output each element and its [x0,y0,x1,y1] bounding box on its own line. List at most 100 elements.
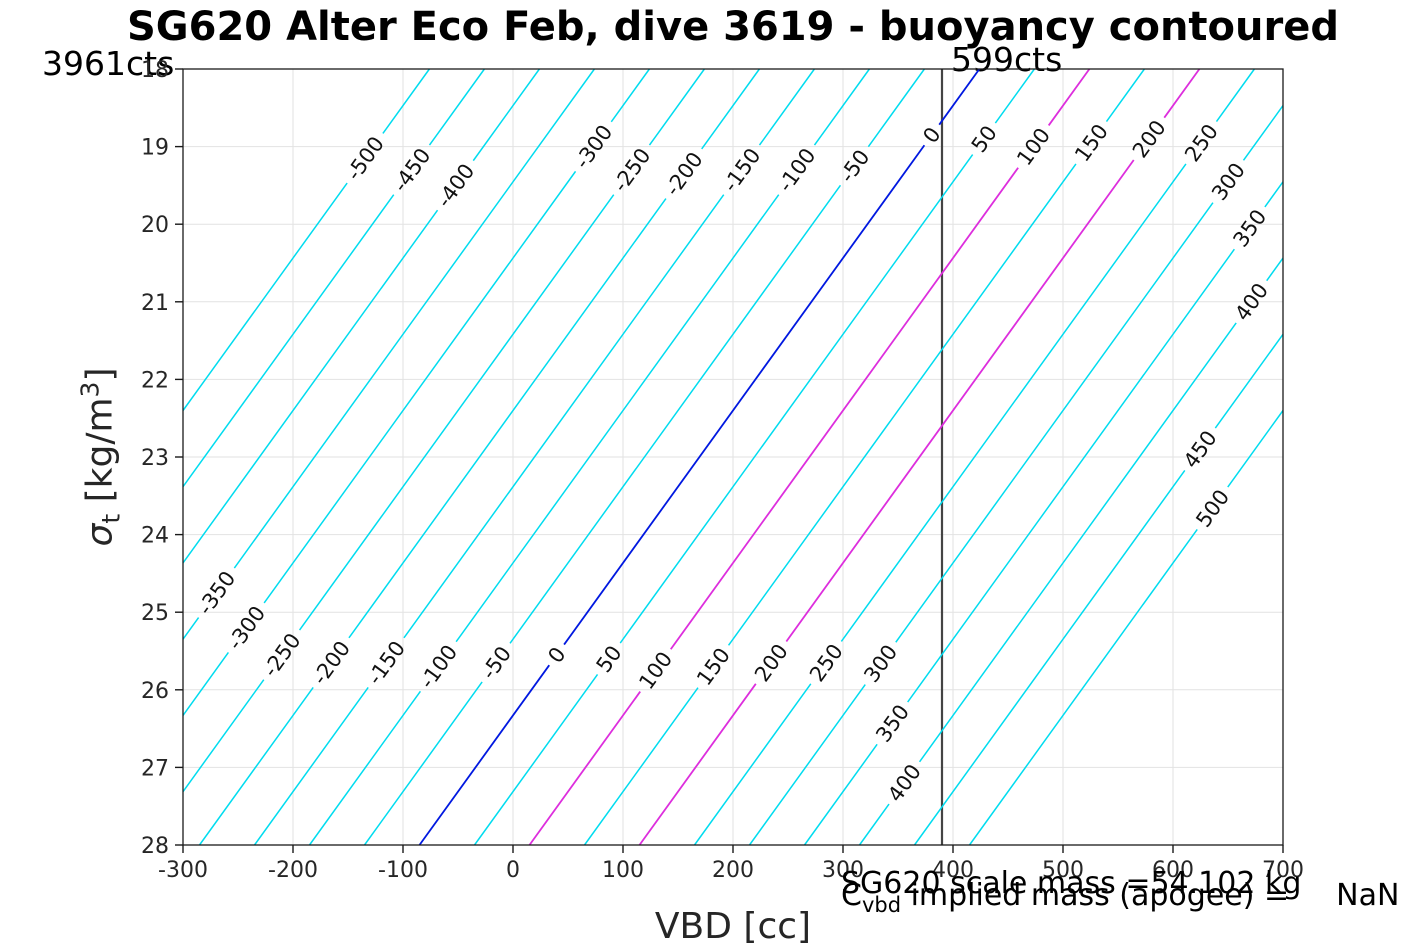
contour-label: -300 [223,602,270,655]
x-tick-label: -100 [378,858,428,883]
contour-line [473,674,599,846]
contour-line [563,144,926,646]
contour-label: -250 [608,144,655,197]
contour-line [701,68,761,150]
contour-line [198,686,314,846]
contour-line [693,683,812,846]
contour-line [619,154,974,644]
contour-label: 350 [871,700,914,747]
contour-label: 150 [1070,120,1113,167]
contour-line [308,690,422,846]
contour-label: -500 [342,132,389,185]
y-tick-label: 27 [141,756,169,781]
contour-line [182,679,265,793]
y-tick-label: 22 [141,368,169,393]
cvbd-subscript: vbd [861,893,902,917]
contour-label: -350 [193,567,240,620]
contour-line [867,68,926,148]
contour-label: -50 [477,642,517,684]
contour-line [938,68,981,126]
x-tick-label: 200 [712,858,754,883]
contour-line [428,68,486,146]
contour-line [298,194,615,631]
y-units-prefix: [kg/m [79,397,121,514]
y-tick-label: 23 [141,446,169,471]
x-tick-label: 400 [932,858,974,883]
contour-line [382,68,431,134]
contour-line [363,681,483,846]
x-tick-label: 700 [1262,858,1304,883]
contour-label: 0 [543,643,570,668]
x-tick-label: 500 [1042,858,1084,883]
contour-line [182,182,348,411]
contour-label: -200 [308,636,355,689]
contour-line [1214,333,1284,429]
contour-label: -150 [718,144,765,197]
contour-line [348,198,667,639]
contour-label: -250 [258,629,305,682]
y-tick-label: 18 [141,58,169,83]
contour-label: 50 [967,121,1002,157]
y-tick-label: 28 [141,834,169,859]
contour-label: 300 [1207,158,1250,205]
contour-line [670,167,1019,650]
contour-line [418,664,550,846]
contour-line [785,159,1135,643]
contour-line [638,683,757,846]
contour-line [1227,410,1284,488]
x-axis-label: VBD [cc] [654,906,812,947]
contour-line [455,194,780,643]
contour-line [1264,181,1284,208]
contour-line [233,68,596,569]
sigma-subscript: t [96,513,126,524]
contour-label: 200 [750,640,793,687]
contour-line [858,803,890,846]
contour-line [813,68,871,146]
x-tick-label: 0 [506,858,520,883]
left-counts-annotation: 3961cts [42,44,175,83]
contour-label: 300 [859,640,902,687]
contour-label: -100 [773,144,820,197]
chart-title: SG620 Alter Eco Feb, dive 3619 - buoyanc… [127,4,1339,50]
contour-line [1163,68,1201,119]
contour-label: 400 [883,760,926,807]
contour-line [472,68,541,162]
contour-line [968,528,1198,846]
contour-line [748,684,866,846]
contour-label: -50 [835,145,875,187]
contour-label: 250 [805,640,848,687]
contour-label: 200 [1128,116,1171,163]
cvbd-symbol: C [841,878,862,913]
contour-line [583,687,699,846]
contour-line [182,209,439,564]
x-tick-label: 100 [602,858,644,883]
contour-line [182,617,200,640]
contour-line [528,691,641,846]
contour-label: -200 [660,148,707,201]
contour-line [1215,68,1256,122]
contour-line [182,652,230,716]
implied-mass-value: NaN [1336,878,1400,913]
contour-label: -400 [432,159,479,212]
vbd-line-counts-annotation: 599cts [951,40,1063,79]
y-units-superscript: 3 [75,381,105,398]
contour-line [758,68,816,146]
contour-line [1105,68,1146,122]
contour-line [403,194,725,639]
contour-line [648,68,706,146]
contour-line [918,322,1237,763]
y-tick-label: 20 [141,213,169,238]
implied-mass-text: implied mass (apogee) = [901,878,1290,913]
contour-label: 100 [634,647,677,694]
contour-line [727,163,1077,646]
contour-line [895,202,1214,643]
contour-line [994,68,1036,124]
contour-label: 250 [1180,120,1223,167]
contour-line [907,248,1235,703]
implied-mass-annotation: Cvbd implied mass (apogee) = NaN [841,878,1400,917]
x-tick-label: 300 [822,858,864,883]
contour-line [610,68,651,123]
